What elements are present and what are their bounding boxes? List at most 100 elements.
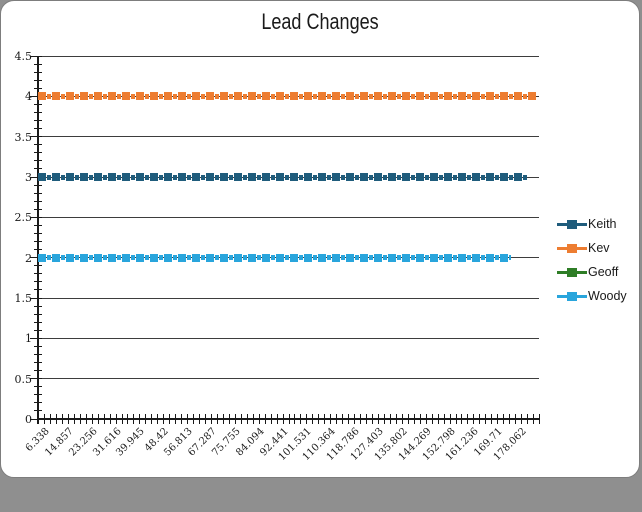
y-major-tick xyxy=(30,176,42,178)
x-minor-tick xyxy=(67,414,69,424)
y-minor-tick xyxy=(34,249,42,251)
x-minor-tick xyxy=(175,414,177,424)
x-minor-tick xyxy=(348,414,350,424)
y-minor-tick xyxy=(34,192,42,194)
legend-item-geoff: Geoff xyxy=(557,260,627,284)
y-axis-label: 3 xyxy=(25,171,32,184)
x-minor-tick xyxy=(139,414,141,424)
x-minor-tick xyxy=(282,414,284,424)
legend-item-kev: Kev xyxy=(557,236,627,260)
x-minor-tick xyxy=(43,414,45,424)
x-minor-tick xyxy=(479,414,481,424)
y-minor-tick xyxy=(34,410,42,412)
x-minor-tick xyxy=(306,414,308,424)
gridline xyxy=(38,55,539,57)
x-minor-tick xyxy=(407,414,409,424)
y-axis xyxy=(37,56,39,424)
y-minor-tick xyxy=(34,345,42,347)
legend-marker-icon xyxy=(557,291,587,301)
y-major-tick xyxy=(30,136,42,138)
x-minor-tick xyxy=(354,414,356,424)
x-minor-tick xyxy=(467,414,469,424)
y-minor-tick xyxy=(34,128,42,130)
x-minor-tick xyxy=(509,414,511,424)
y-minor-tick xyxy=(34,273,42,275)
x-minor-tick xyxy=(437,414,439,424)
y-minor-tick xyxy=(34,305,42,307)
y-minor-tick xyxy=(34,313,42,315)
x-minor-tick xyxy=(318,414,320,424)
y-axis-label: 2 xyxy=(25,251,32,265)
legend-marker-icon xyxy=(557,219,587,229)
x-minor-tick xyxy=(115,414,117,424)
x-minor-tick xyxy=(38,414,39,424)
x-minor-tick xyxy=(55,414,57,424)
x-minor-tick xyxy=(264,414,266,424)
y-axis-label: 1 xyxy=(25,332,32,346)
x-minor-tick xyxy=(383,414,385,424)
y-minor-tick xyxy=(34,160,42,162)
y-major-tick xyxy=(30,378,42,380)
y-major-tick xyxy=(30,216,42,218)
x-minor-tick xyxy=(258,414,260,424)
series-line-kev xyxy=(38,92,537,101)
gridline xyxy=(38,297,539,299)
x-minor-tick xyxy=(222,414,224,424)
y-major-tick xyxy=(30,337,42,339)
legend-square xyxy=(567,219,577,229)
legend-label: Geoff xyxy=(588,265,619,279)
y-minor-tick xyxy=(34,79,42,81)
y-axis-label: 4.5 xyxy=(14,50,33,63)
x-minor-tick xyxy=(395,414,397,424)
y-major-tick xyxy=(30,95,42,97)
x-minor-tick xyxy=(199,414,201,424)
x-minor-tick xyxy=(187,414,189,424)
x-minor-tick xyxy=(103,414,105,424)
y-minor-tick xyxy=(34,402,42,404)
x-minor-tick xyxy=(288,414,290,424)
x-minor-tick xyxy=(181,414,183,424)
x-minor-tick xyxy=(503,414,505,424)
y-axis-label: 4 xyxy=(25,90,32,104)
x-minor-tick xyxy=(210,414,212,424)
y-axis-label: 3.5 xyxy=(14,130,33,144)
x-minor-tick xyxy=(73,414,75,424)
gridline xyxy=(38,136,539,138)
x-minor-tick xyxy=(205,414,206,424)
y-minor-tick xyxy=(34,353,42,355)
x-minor-tick xyxy=(85,414,87,424)
chart-title: Lead Changes xyxy=(261,9,379,34)
legend-item-woody: Woody xyxy=(557,284,627,308)
y-minor-tick xyxy=(34,224,42,226)
x-minor-tick xyxy=(473,414,475,424)
x-minor-tick xyxy=(127,414,129,424)
y-minor-tick xyxy=(34,362,42,364)
y-minor-tick xyxy=(34,329,42,331)
y-minor-tick xyxy=(34,370,42,372)
x-minor-tick xyxy=(169,414,171,424)
y-axis-label: 0.5 xyxy=(14,372,33,386)
x-minor-tick xyxy=(49,414,51,424)
y-major-tick xyxy=(30,55,42,57)
x-minor-tick xyxy=(491,414,493,424)
y-major-tick xyxy=(30,297,42,299)
x-minor-tick xyxy=(145,414,147,424)
y-major-tick xyxy=(30,418,42,420)
legend-marker-icon xyxy=(557,267,587,277)
x-minor-tick xyxy=(121,414,123,424)
x-minor-tick xyxy=(336,414,338,424)
y-axis-label: 0 xyxy=(25,413,32,426)
x-minor-tick xyxy=(521,414,523,424)
x-minor-tick xyxy=(533,414,535,424)
y-minor-tick xyxy=(34,281,42,283)
x-minor-tick xyxy=(389,414,391,424)
y-minor-tick xyxy=(34,144,42,146)
x-minor-tick xyxy=(413,414,415,424)
x-minor-tick xyxy=(151,414,153,424)
x-minor-tick xyxy=(193,414,195,424)
gridline xyxy=(38,337,539,339)
y-minor-tick xyxy=(34,168,42,170)
y-minor-tick xyxy=(34,184,42,186)
x-minor-tick xyxy=(425,414,427,424)
chart-card: Lead Changes 0 0.5 1 1.5 2 2.5 3 3.5 4 4.5 6.338 14… xyxy=(0,0,640,478)
